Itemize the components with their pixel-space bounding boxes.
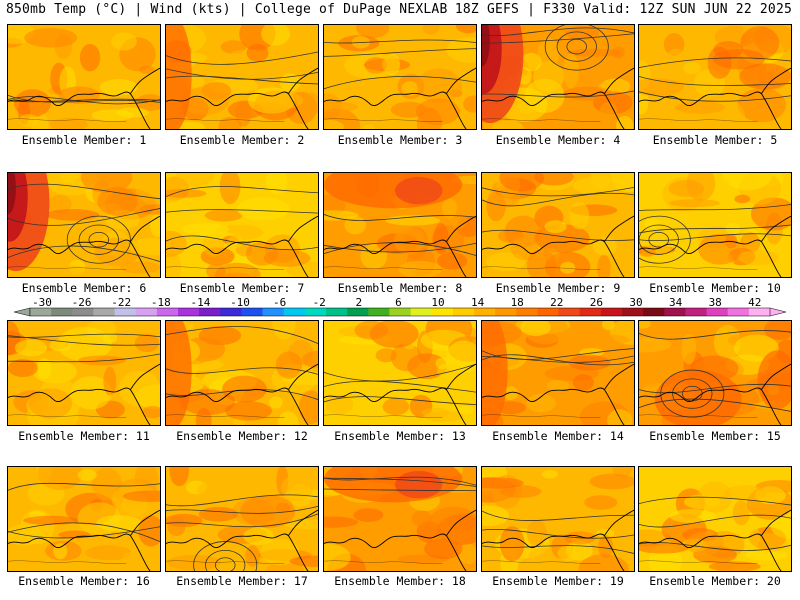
colorbar-swatch [579, 308, 602, 316]
colorbar-swatch [706, 308, 729, 316]
ensemble-member-label-20: Ensemble Member: 20 [649, 574, 781, 588]
ensemble-panel-17 [165, 466, 319, 572]
ensemble-member-label-17: Ensemble Member: 17 [176, 574, 308, 588]
ensemble-panel-4 [481, 24, 635, 130]
colorbar-swatch [93, 308, 115, 316]
ensemble-member-label-4: Ensemble Member: 4 [495, 133, 621, 147]
colorbar-swatch [283, 308, 306, 316]
colorbar-tick-label: 30 [629, 296, 642, 309]
ensemble-panel-3 [323, 24, 477, 130]
colorbar-tick-label: 26 [590, 296, 603, 309]
colorbar-swatch [30, 308, 52, 316]
ensemble-panel-15 [638, 320, 792, 426]
ensemble-panel-9 [481, 172, 635, 278]
ensemble-panel-12 [165, 320, 319, 426]
ensemble-member-label-15: Ensemble Member: 15 [649, 429, 781, 443]
colorbar-swatch [643, 308, 665, 316]
colorbar-swatch [452, 308, 475, 316]
ensemble-panel-6 [7, 172, 161, 278]
ensemble-panel-18 [323, 466, 477, 572]
ensemble-member-label-12: Ensemble Member: 12 [176, 429, 308, 443]
colorbar-low-arrow [13, 307, 31, 317]
colorbar-tick-label: -30 [32, 296, 52, 309]
ensemble-member-label-11: Ensemble Member: 11 [18, 429, 150, 443]
ensemble-panel-13 [323, 320, 477, 426]
colorbar-swatch [495, 308, 517, 316]
colorbar-swatch [178, 308, 200, 316]
colorbar-swatch [241, 308, 263, 316]
colorbar-swatch [156, 308, 179, 316]
colorbar-tick-label: -6 [273, 296, 286, 309]
colorbar-swatch [199, 308, 221, 316]
colorbar-high-arrow [769, 307, 787, 317]
colorbar-tick-label: -22 [111, 296, 131, 309]
map-title: 850mb Temp (°C) | Wind (kts) | College o… [6, 2, 448, 17]
ensemble-member-label-2: Ensemble Member: 2 [179, 133, 305, 147]
ensemble-member-label-7: Ensemble Member: 7 [179, 281, 305, 295]
colorbar-tick-label: 38 [709, 296, 722, 309]
colorbar-tick-label: 18 [511, 296, 524, 309]
colorbar-tick-label: 34 [669, 296, 683, 309]
ensemble-member-label-6: Ensemble Member: 6 [21, 281, 147, 295]
colorbar-swatch [368, 308, 390, 316]
colorbar-tick-label: 10 [431, 296, 444, 309]
ensemble-member-label-16: Ensemble Member: 16 [18, 574, 150, 588]
ensemble-panel-11 [7, 320, 161, 426]
colorbar-tick-label: -10 [230, 296, 250, 309]
colorbar-swatch [347, 308, 369, 316]
colorbar-swatch [51, 308, 73, 316]
ensemble-member-label-5: Ensemble Member: 5 [652, 133, 778, 147]
model-run-info: 18Z GEFS | F330 Valid: 12Z SUN JUN 22 20… [454, 2, 792, 17]
ensemble-panel-20 [638, 466, 792, 572]
colorbar-tick-label: 2 [355, 296, 362, 309]
colorbar-tick-label: -18 [151, 296, 171, 309]
colorbar-swatch [727, 308, 750, 316]
colorbar-tick-label: 22 [550, 296, 563, 309]
ensemble-panel-10 [638, 172, 792, 278]
colorbar-swatch [685, 308, 707, 316]
colorbar-tick-label: 14 [471, 296, 485, 309]
colorbar-swatch [622, 308, 644, 316]
colorbar-swatch [431, 308, 454, 316]
colorbar-tick-label: -14 [190, 296, 210, 309]
ensemble-panel-7 [165, 172, 319, 278]
colorbar-swatch [474, 308, 496, 316]
colorbar-swatch [220, 308, 242, 316]
ensemble-panel-1 [7, 24, 161, 130]
ensemble-panel-2 [165, 24, 319, 130]
colorbar-tick-label: 42 [748, 296, 761, 309]
ensemble-member-label-13: Ensemble Member: 13 [334, 429, 466, 443]
colorbar-swatch [135, 308, 158, 316]
colorbar-swatch [748, 308, 771, 316]
colorbar-swatch [537, 308, 559, 316]
ensemble-member-label-3: Ensemble Member: 3 [337, 133, 463, 147]
ensemble-panel-5 [638, 24, 792, 130]
colorbar-swatch [410, 308, 433, 316]
colorbar-swatch [72, 308, 94, 316]
colorbar-swatch [600, 308, 623, 316]
ensemble-member-label-10: Ensemble Member: 10 [649, 281, 781, 295]
ensemble-member-label-19: Ensemble Member: 19 [492, 574, 624, 588]
ensemble-member-label-18: Ensemble Member: 18 [334, 574, 466, 588]
colorbar-swatch [516, 308, 538, 316]
colorbar-tick-label: -2 [313, 296, 326, 309]
colorbar-tick-label: 6 [395, 296, 402, 309]
ensemble-panel-8 [323, 172, 477, 278]
ensemble-panel-14 [481, 320, 635, 426]
colorbar-swatch [114, 308, 137, 316]
colorbar-swatch [558, 308, 581, 316]
colorbar-swatch [304, 308, 327, 316]
colorbar-swatch [389, 308, 411, 316]
ensemble-panel-19 [481, 466, 635, 572]
colorbar-swatch [262, 308, 285, 316]
colorbar-tick-label: -26 [72, 296, 92, 309]
ensemble-member-label-1: Ensemble Member: 1 [21, 133, 147, 147]
colorbar-swatch [664, 308, 686, 316]
ensemble-member-label-8: Ensemble Member: 8 [337, 281, 463, 295]
ensemble-member-label-14: Ensemble Member: 14 [492, 429, 624, 443]
ensemble-panel-16 [7, 466, 161, 572]
temperature-colorbar: -30 -26 -22 -18 -14 -10 -6 -2 2 6 10 14 18 22 26 30 34 38… [13, 296, 787, 317]
colorbar-swatch [326, 308, 348, 316]
ensemble-member-label-9: Ensemble Member: 9 [495, 281, 621, 295]
